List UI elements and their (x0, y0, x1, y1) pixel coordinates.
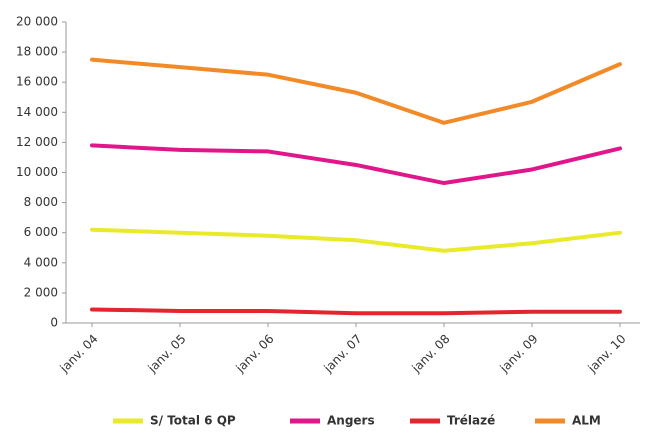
y-tick-label: 0 (50, 316, 58, 330)
x-tick-label: janv. 08 (408, 332, 452, 376)
legend-label: Trélazé (447, 414, 495, 428)
x-tick-label: janv. 05 (144, 332, 188, 376)
series-line (90, 143, 622, 186)
y-tick-label: 16 000 (16, 75, 58, 89)
x-tick-label: janv. 07 (320, 332, 364, 376)
series-line (90, 227, 622, 253)
y-tick-label: 14 000 (16, 105, 58, 119)
y-tick-label: 18 000 (16, 45, 58, 59)
legend-label: S/ Total 6 QP (150, 414, 236, 428)
y-tick-label: 4 000 (24, 255, 58, 269)
legend-label: Angers (327, 414, 375, 428)
legend-label: ALM (572, 414, 601, 428)
y-tick-label: 8 000 (24, 195, 58, 209)
y-tick-label: 12 000 (16, 135, 58, 149)
series-line (90, 307, 622, 316)
y-tick-label: 20 000 (16, 15, 58, 29)
x-tick-label: janv. 10 (584, 332, 628, 376)
x-tick-label: janv. 09 (496, 332, 540, 376)
y-tick-label: 2 000 (24, 285, 58, 299)
x-tick-label: janv. 06 (232, 332, 276, 376)
x-tick-label: janv. 04 (56, 332, 100, 376)
y-tick-label: 6 000 (24, 225, 58, 239)
series-line (90, 57, 622, 125)
y-tick-label: 10 000 (16, 165, 58, 179)
